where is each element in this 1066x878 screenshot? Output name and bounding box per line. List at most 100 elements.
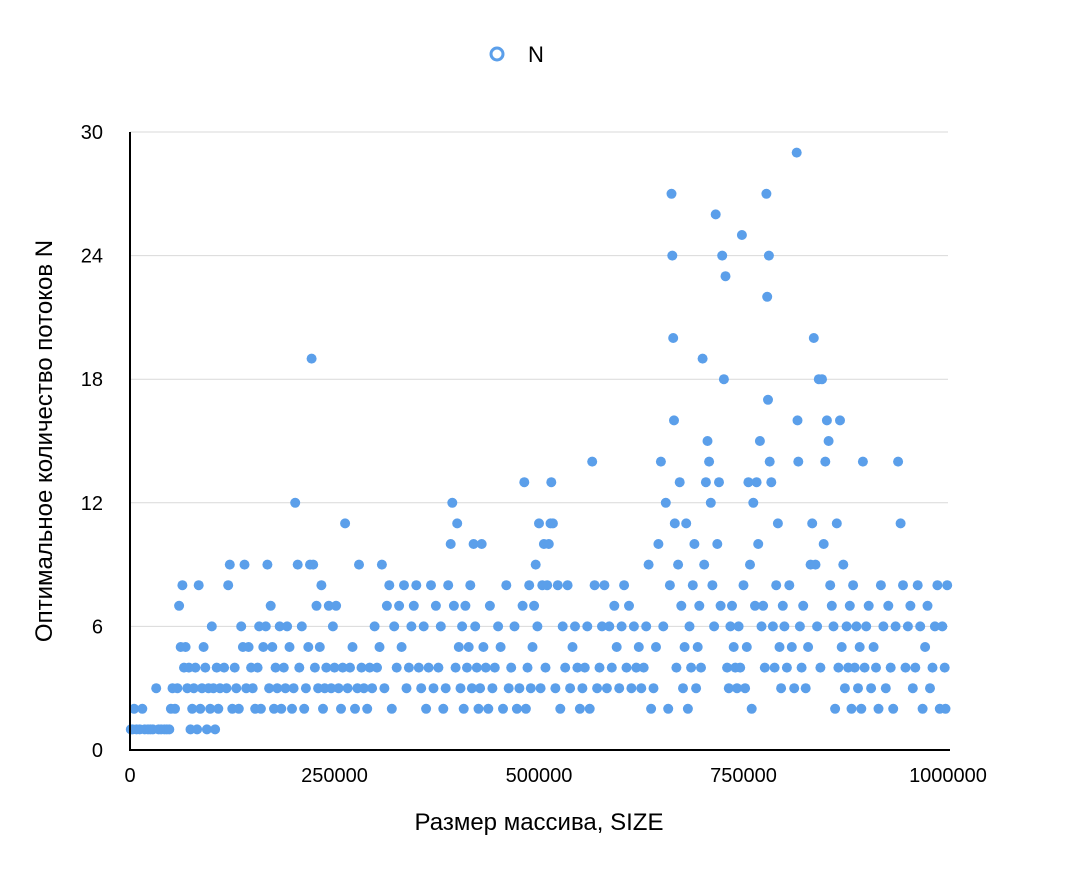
data-point [445,539,456,549]
data-point [740,683,751,694]
data-point [476,539,487,549]
data-point [329,662,340,673]
data-point [284,642,295,652]
data-point [939,662,950,673]
data-point [243,642,254,652]
data-point [789,683,800,694]
data-point [653,539,664,549]
x-tick-labels: 0 250000 500000 750000 1000000 [124,765,987,787]
data-point [601,683,612,694]
data-point [646,703,657,714]
data-point [406,621,417,632]
data-point [522,662,533,673]
data-point [267,642,278,652]
data-point [748,497,759,508]
data-point [525,683,536,694]
data-point [331,600,342,611]
data-point [466,683,477,694]
data-point [233,703,244,714]
data-point [356,662,367,673]
data-point [193,580,204,591]
data-point [668,333,679,343]
data-point [231,683,242,694]
data-point [367,683,378,694]
data-point [774,642,785,652]
axes [129,132,950,751]
data-point [674,477,685,488]
data-point [543,539,554,549]
data-point [413,662,424,673]
legend: N [489,42,544,67]
data-point [825,580,836,591]
data-point [151,683,162,694]
data-point [501,580,512,591]
data-point [743,477,754,488]
y-tick-labels: 0 6 12 18 24 30 [81,122,103,762]
data-point [942,580,953,591]
data-point [272,683,283,694]
data-point [687,580,698,591]
data-point [468,539,479,549]
data-point [699,559,710,570]
data-point [421,703,432,714]
data-point [831,518,842,529]
data-point [671,662,682,673]
data-point [718,374,729,385]
data-point [868,642,879,652]
data-point [453,642,464,652]
data-point [633,642,644,652]
data-point [835,415,845,426]
data-point [844,600,855,611]
data-point [839,683,850,694]
data-point [723,683,734,694]
data-point [830,703,841,714]
data-point [270,662,281,673]
data-point [692,642,703,652]
data-point [455,683,466,694]
data-point [164,724,175,735]
data-point [871,662,881,673]
data-point [707,580,718,591]
data-point [704,456,715,467]
data-point [660,497,671,508]
data-point [754,436,765,446]
data-point [796,662,807,673]
data-point [403,662,414,673]
data-point [736,230,747,240]
data-point [779,621,790,632]
data-point [599,580,610,591]
data-point [833,662,844,673]
data-point [626,683,637,694]
data-point [696,662,706,673]
y-axis-title: Оптимальное количество потоков N [31,240,58,642]
data-point [764,456,775,467]
data-point [577,683,588,694]
data-point [604,621,615,632]
data-point [863,600,874,611]
data-point [648,683,659,694]
data-point [678,683,688,694]
data-point [547,518,558,529]
data-point [614,683,625,694]
data-point [180,642,191,652]
data-point [917,703,928,714]
data-point [487,683,498,694]
data-point [282,621,293,632]
data-point [362,703,373,714]
data-point [609,600,620,611]
data-point [709,621,720,632]
data-point [489,662,500,673]
data-point [555,703,566,714]
x-tick-label: 0 [124,765,135,787]
data-point [722,662,733,673]
data-point [276,703,287,714]
data-point [223,580,234,591]
data-point [221,683,232,694]
data-point [828,621,839,632]
data-point [308,559,319,570]
data-point [337,662,348,673]
data-point [372,662,382,673]
data-point [484,600,495,611]
x-tick-label: 250000 [301,765,368,787]
